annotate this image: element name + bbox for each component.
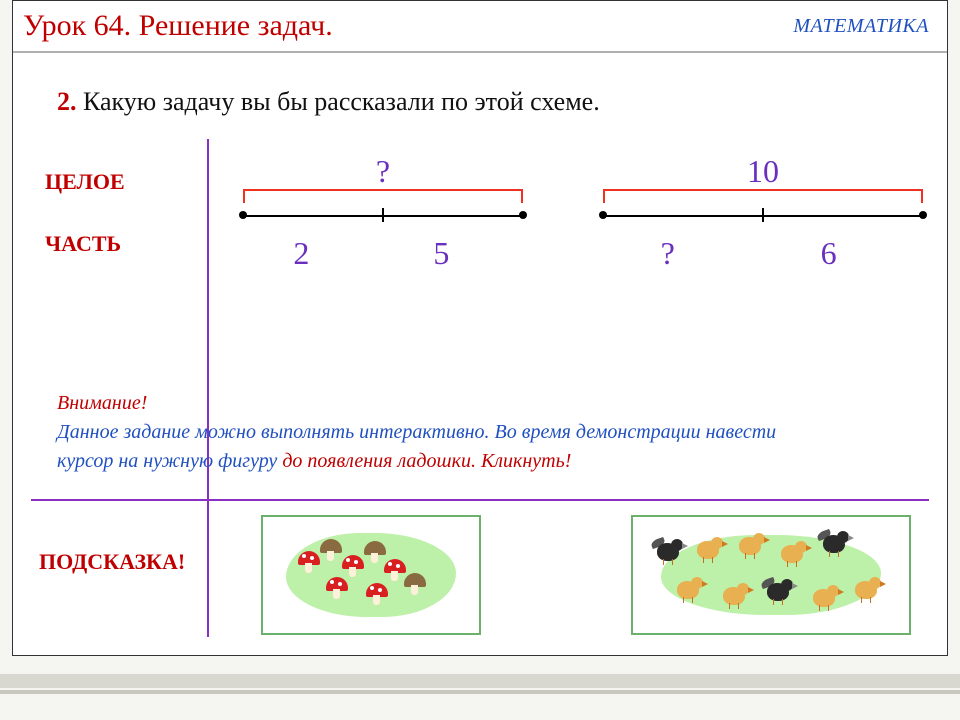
lesson-title: Урок 64. Решение задач. [23,9,333,43]
question-body: Какую задачу вы бы рассказали по этой сх… [83,87,600,116]
hint-image-mushrooms[interactable] [261,515,481,635]
question-number: 2. [57,87,77,116]
dot-icon [519,211,527,219]
diagram-1-whole: ? [243,153,523,190]
diagram-2-part-b: 6 [821,235,837,272]
label-whole: ЦЕЛОЕ [45,169,125,195]
attention-note: Внимание! Данное задание можно выполнять… [57,389,917,476]
horizontal-divider [31,499,929,501]
diagram-2-bracket [603,189,923,203]
attention-line2a: курсор на нужную фигуру [57,450,282,472]
diagram-1-part-a: 2 [293,235,309,272]
attention-line1: Данное задание можно выполнять интеракти… [57,421,776,443]
header: Урок 64. Решение задач. МАТЕМАТИКА [13,1,947,53]
tick-icon [762,208,764,222]
grass-blob [286,533,456,617]
diagram-2-whole: 10 [603,153,923,190]
tick-icon [382,208,384,222]
label-part: ЧАСТЬ [45,231,125,257]
slide-frame: Урок 64. Решение задач. МАТЕМАТИКА 2. Ка… [12,0,948,656]
diagram-2-part-a: ? [661,235,675,272]
attention-line2b: до появления ладошки. Кликнуть! [282,450,571,472]
footer-decoration [0,664,960,698]
dot-icon [239,211,247,219]
diagram-1[interactable]: ? 2 5 [243,151,523,291]
grass-blob [661,535,881,615]
subject-label: МАТЕМАТИКА [793,15,929,38]
side-labels: ЦЕЛОЕ ЧАСТЬ [45,169,125,293]
diagram-1-part-b: 5 [433,235,449,272]
attention-warn: Внимание! [57,392,147,414]
hint-label: ПОДСКАЗКА! [39,549,185,575]
question-text: 2. Какую задачу вы бы рассказали по этой… [57,87,600,117]
diagram-2[interactable]: 10 ? 6 [603,151,923,291]
dot-icon [599,211,607,219]
hint-image-birds[interactable] [631,515,911,635]
diagram-1-bracket [243,189,523,203]
vertical-divider [207,139,209,637]
dot-icon [919,211,927,219]
